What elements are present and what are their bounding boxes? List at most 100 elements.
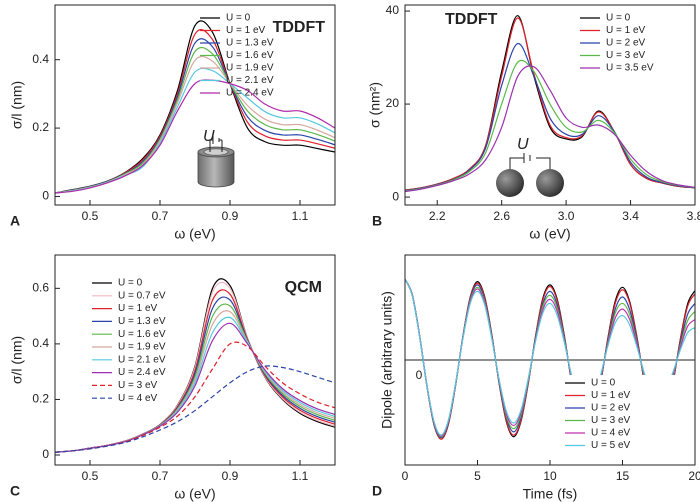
- plot-lines: [405, 15, 695, 193]
- y-tick-label: 0.4: [32, 52, 49, 66]
- y-tick-label: 0: [42, 447, 49, 461]
- x-tick-label: 3.4: [622, 209, 639, 223]
- y-tick-label: 20: [386, 96, 400, 110]
- legend-label: U = 0: [226, 13, 251, 24]
- y-tick-label: 0.4: [32, 336, 49, 350]
- series-line: [55, 20, 335, 194]
- series-line: [55, 296, 335, 453]
- legend-label: U = 3 eV: [118, 380, 158, 391]
- legend-label: U = 1.6 eV: [226, 50, 274, 61]
- plot-frame: [404, 254, 696, 466]
- series-line: [55, 289, 335, 453]
- series-line: [55, 38, 335, 194]
- series-line: [55, 67, 335, 194]
- legend-label: U = 4 eV: [591, 428, 631, 439]
- y-tick-label: 0: [392, 189, 399, 203]
- legend-box: [559, 375, 693, 454]
- legend-label: U = 3.5 eV: [606, 63, 654, 74]
- x-axis-label: ω (eV): [174, 226, 215, 242]
- legend-label: U = 2.1 eV: [226, 75, 274, 86]
- legend-label: U = 2.4 eV: [118, 367, 166, 378]
- y-axis-label: Dipole (arbitrary units): [379, 291, 395, 429]
- x-tick-label: 0.5: [82, 469, 99, 483]
- panel-letter: C: [10, 483, 20, 499]
- series-line: [55, 281, 335, 453]
- x-axis-label: ω (eV): [174, 486, 215, 502]
- x-tick-label: 0.9: [222, 209, 239, 223]
- x-tick-label: 10: [543, 469, 557, 483]
- series-line: [55, 79, 335, 194]
- y-tick-label: 0: [416, 368, 423, 382]
- x-tick-label: 0.9: [222, 469, 239, 483]
- x-axis-label: ω (eV): [529, 226, 570, 242]
- panel-letter: D: [372, 483, 382, 499]
- legend-label: U = 4 eV: [118, 393, 158, 404]
- legend-label: U = 2 eV: [606, 38, 646, 49]
- x-tick-label: 3.0: [558, 209, 575, 223]
- panel-title: TDDFT: [445, 11, 498, 28]
- legend-label: U = 2.4 eV: [226, 88, 274, 99]
- inset-label: U: [517, 136, 529, 153]
- series-line: [55, 341, 335, 453]
- x-tick-label: 0.7: [152, 209, 169, 223]
- legend-label: U = 3 eV: [606, 50, 646, 61]
- legend-label: U = 1 eV: [118, 303, 158, 314]
- x-tick-label: 2.2: [429, 209, 446, 223]
- panel-letter: B: [372, 213, 382, 229]
- y-tick-label: 40: [386, 3, 400, 17]
- legend-label: U = 3 eV: [591, 415, 631, 426]
- series-line: [55, 322, 335, 453]
- x-tick-label: 0.5: [82, 209, 99, 223]
- x-tick-label: 1.1: [292, 209, 309, 223]
- cylinder-inset: [197, 136, 235, 188]
- y-axis-label: σ/l (nm): [9, 336, 25, 384]
- panel-title: QCM: [285, 279, 322, 296]
- legend-label: U = 2.1 eV: [118, 354, 166, 365]
- legend-label: U = 0: [591, 378, 616, 389]
- series-line: [405, 17, 695, 191]
- legend-label: U = 1 eV: [591, 390, 631, 401]
- y-axis-label: σ/l (nm): [9, 81, 25, 129]
- x-tick-label: 20: [688, 469, 700, 483]
- spheres-inset: [496, 153, 564, 197]
- legend-label: U = 1 eV: [226, 25, 266, 36]
- series-line: [55, 46, 335, 194]
- legend-label: U = 1 eV: [606, 25, 646, 36]
- legend-label: U = 0.7 eV: [118, 290, 166, 301]
- panel-letter: A: [10, 213, 20, 229]
- x-axis-label: Time (fs): [523, 486, 578, 502]
- y-tick-label: 0.2: [32, 392, 49, 406]
- legend-label: U = 1.6 eV: [118, 329, 166, 340]
- x-tick-label: 15: [616, 469, 630, 483]
- y-tick-label: 0: [42, 189, 49, 203]
- series-line: [405, 59, 695, 192]
- x-tick-label: 5: [474, 469, 481, 483]
- series-line: [55, 365, 335, 453]
- plot-lines: [55, 278, 335, 453]
- legend-label: U = 1.9 eV: [118, 342, 166, 353]
- legend-label: U = 5 eV: [591, 440, 631, 451]
- plot-lines: [55, 20, 335, 194]
- panel-title: TDDFT: [273, 19, 326, 36]
- series-line: [55, 55, 335, 194]
- series-line: [405, 65, 695, 193]
- plot-frame: [404, 4, 696, 206]
- legend-label: U = 2 eV: [591, 403, 631, 414]
- x-tick-label: 2.6: [493, 209, 510, 223]
- plot-frame: [54, 4, 336, 206]
- x-tick-label: 3.8: [687, 209, 700, 223]
- y-axis-label: σ (nm²): [367, 82, 383, 128]
- x-tick-label: 1.1: [292, 469, 309, 483]
- legend-label: U = 1.3 eV: [118, 316, 166, 327]
- inset-label: U: [203, 128, 215, 145]
- x-tick-label: 0.7: [152, 469, 169, 483]
- x-tick-label: 0: [402, 469, 409, 483]
- y-tick-label: 0.6: [32, 281, 49, 295]
- legend-label: U = 0: [118, 278, 143, 289]
- legend-label: U = 1.3 eV: [226, 38, 274, 49]
- legend-label: U = 1.9 eV: [226, 63, 274, 74]
- plot-frame: [54, 254, 336, 466]
- legend-label: U = 0: [606, 13, 631, 24]
- y-tick-label: 0.2: [32, 120, 49, 134]
